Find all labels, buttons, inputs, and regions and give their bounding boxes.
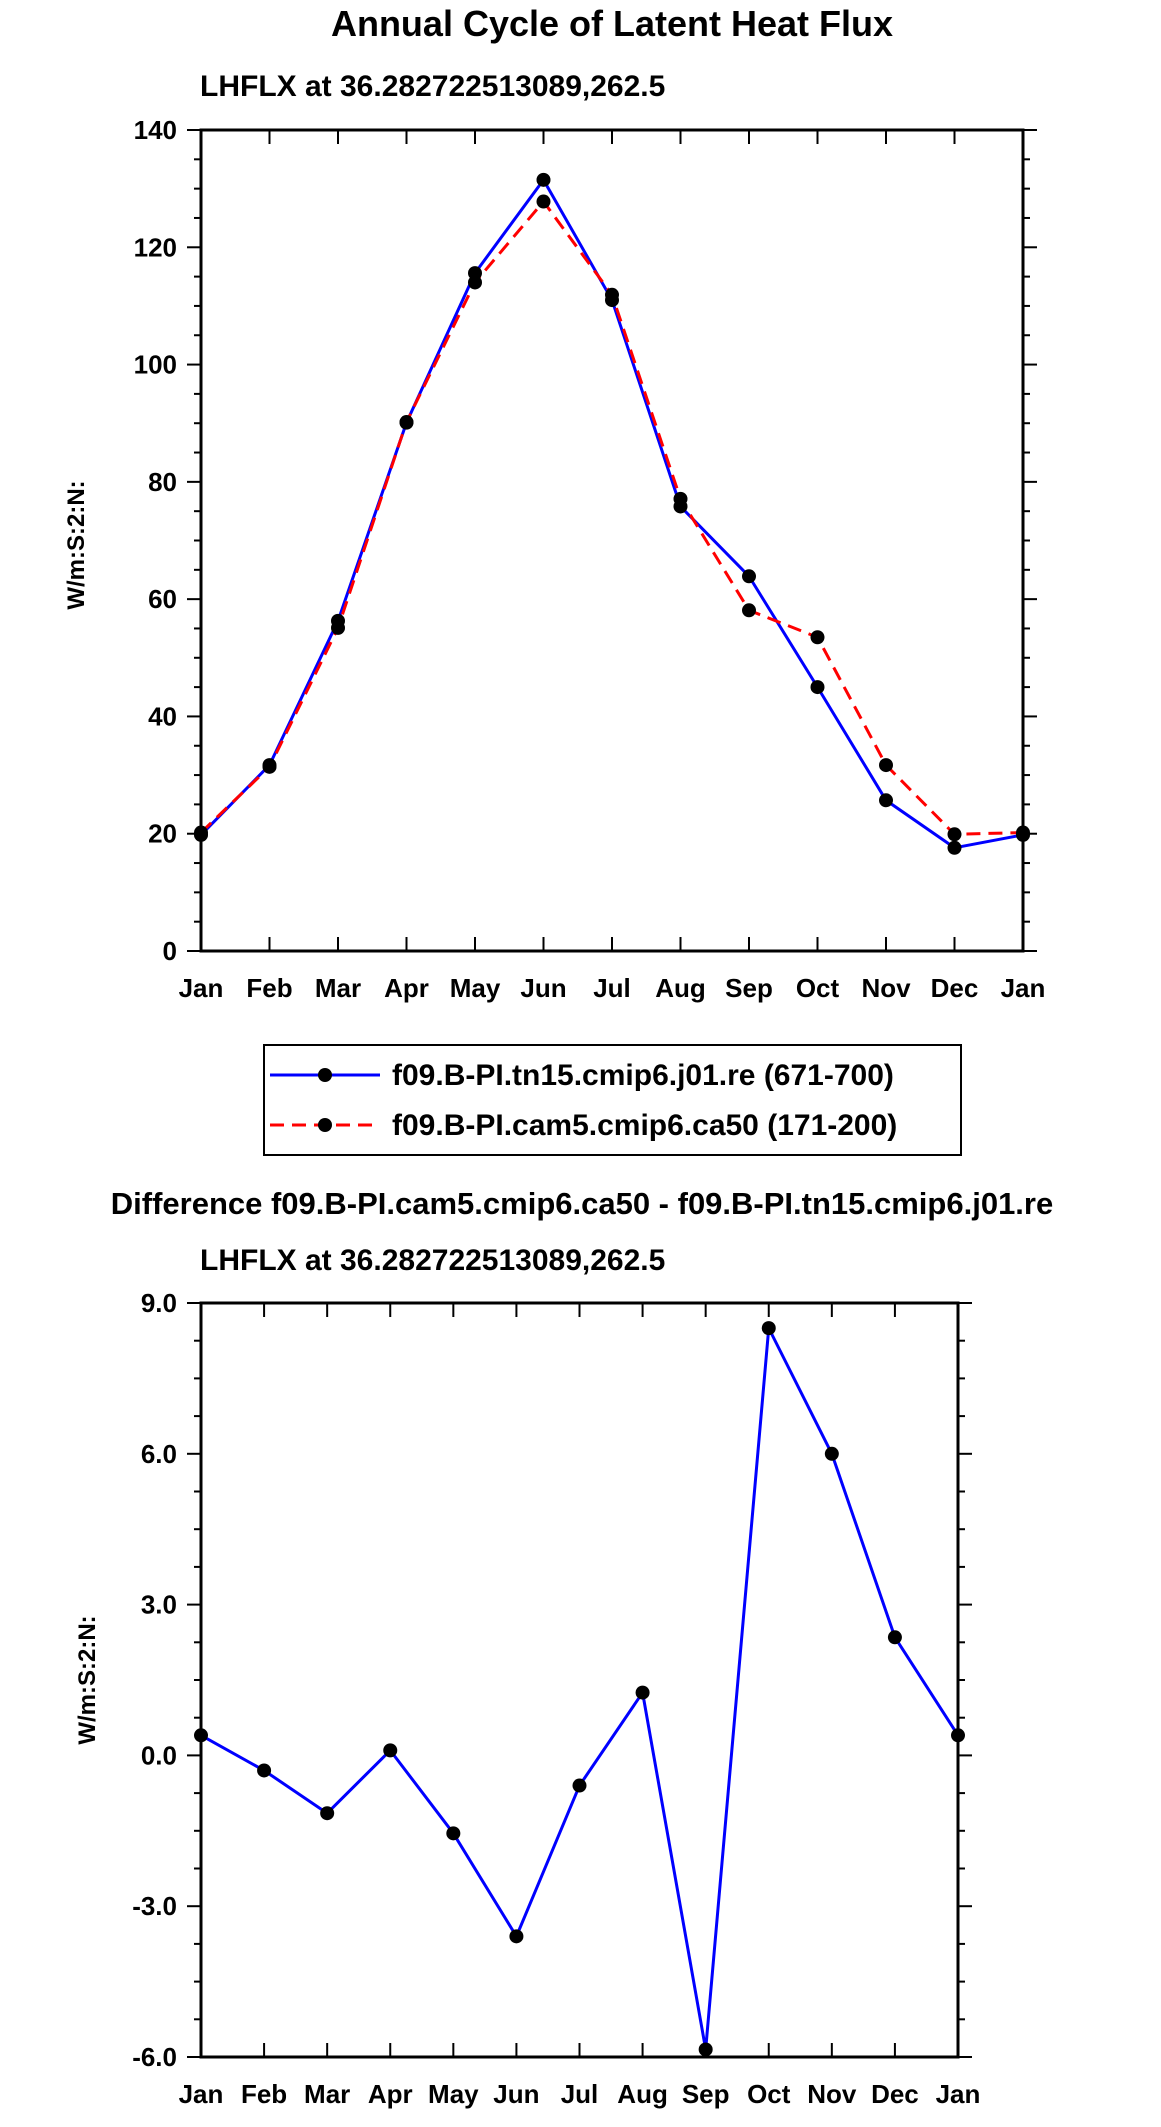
- chart1-series-2-point: [673, 491, 688, 506]
- chart1-series-1-point: [879, 793, 893, 808]
- legend-label-series-1: f09.B-PI.tn15.cmip6.j01.re (671-700): [392, 1059, 894, 1092]
- chart2-xtick-label: Jun: [493, 2079, 539, 2109]
- chart2-series-1-point: [194, 1728, 208, 1743]
- chart1-ytick-label: 140: [134, 115, 177, 145]
- chart1-xtick-label: Jun: [520, 973, 566, 1003]
- chart2-series-1-point: [572, 1778, 587, 1793]
- chart1-xtick-label: Aug: [655, 973, 706, 1003]
- chart2-xtick-label: Oct: [747, 2079, 791, 2109]
- chart1-xtick-label: Nov: [861, 973, 911, 1003]
- chart2-plot-area: Jan Feb Mar Apr May Jun Jul Aug Sep Oct Nov Dec Jan-…: [132, 1288, 980, 2109]
- chart2-ytick-label: 6.0: [141, 1439, 177, 1469]
- chart2-series-1-point: [761, 1321, 776, 1336]
- chart1-ytick-label: 60: [148, 584, 177, 614]
- chart2-frame: [199, 1301, 960, 2059]
- chart2-xtick-label: Jan: [179, 2079, 224, 2109]
- chart1-series-1-line: [199, 178, 1024, 850]
- chart2-xtick-label: Dec: [871, 2079, 919, 2109]
- chart1-series-2-point: [468, 275, 482, 290]
- chart1-ylabel: W/m:S:2:N:: [63, 480, 90, 609]
- chart1-series-2-point: [536, 194, 551, 209]
- chart1-xtick-label: Apr: [384, 973, 429, 1003]
- chart2-series-1-point: [320, 1806, 335, 1821]
- chart2-series-1-point: [698, 2042, 713, 2057]
- chart1-series-2-point: [742, 603, 756, 618]
- chart1-series-1-point: [810, 680, 825, 695]
- chart2-series-1-point: [509, 1929, 524, 1944]
- chart1-series-2-point: [879, 758, 893, 773]
- chart1-ytick-label: 100: [134, 350, 177, 380]
- chart2-series-1-point: [383, 1743, 398, 1758]
- chart2-ytick-label: 3.0: [141, 1590, 177, 1620]
- chart2-ytick-label: 0.0: [141, 1740, 177, 1770]
- chart1-series-2-point: [262, 759, 277, 774]
- chart1-series-2-point: [605, 287, 619, 302]
- chart2-title: Difference f09.B-PI.cam5.cmip6.ca50 - f0…: [111, 1186, 1053, 1221]
- chart2-ytick-label: -6.0: [132, 2042, 177, 2072]
- chart1-series-1-point: [742, 569, 756, 584]
- chart1-series-1-point: [947, 840, 962, 855]
- chart2-xtick-label: Nov: [807, 2079, 857, 2109]
- chart1-ytick-label: 20: [148, 819, 177, 849]
- chart1-ytick-label: 40: [148, 701, 177, 731]
- chart1-series-2-point: [194, 825, 208, 840]
- chart1-series-2-point: [1016, 825, 1030, 840]
- chart2-xtick-label: Mar: [304, 2079, 350, 2109]
- chart2-xtick-label: Jul: [561, 2079, 599, 2109]
- chart2-xtick-label: Sep: [682, 2079, 730, 2109]
- chart2-ytick-label: 9.0: [141, 1288, 177, 1318]
- chart1-series-2-point: [399, 415, 414, 430]
- chart1-frame: [199, 128, 1025, 953]
- chart2-series-1-point: [824, 1446, 839, 1461]
- chart1-title: Annual Cycle of Latent Heat Flux: [331, 3, 893, 44]
- chart1-xtick-label: Oct: [796, 973, 840, 1003]
- chart2-series-1-point: [951, 1728, 965, 1743]
- chart2-xtick-label: Aug: [617, 2079, 668, 2109]
- chart2-series-1-point: [887, 1630, 902, 1645]
- legend-marker-series-2: [318, 1118, 332, 1132]
- legend-label-series-2: f09.B-PI.cam5.cmip6.ca50 (171-200): [392, 1109, 897, 1142]
- chart1-ytick-label: 0: [163, 936, 177, 966]
- chart1-xtick-label: Feb: [246, 973, 292, 1003]
- chart1-plot-area: Jan Feb Mar Apr May Jun Jul Aug Sep Oct Nov Dec Jan0…: [134, 115, 1046, 1003]
- chart2-subtitle: LHFLX at 36.282722513089,262.5: [200, 1244, 665, 1277]
- legend-marker-series-1: [318, 1068, 332, 1082]
- chart1-xtick-label: Sep: [725, 973, 773, 1003]
- chart1-subtitle: LHFLX at 36.282722513089,262.5: [200, 70, 665, 103]
- chart1-ytick-label: 120: [134, 232, 177, 262]
- chart2-xtick-label: May: [428, 2079, 479, 2109]
- chart2-ytick-label: -3.0: [132, 1891, 177, 1921]
- chart1-xtick-label: Mar: [315, 973, 361, 1003]
- chart2-xtick-label: Jan: [936, 2079, 981, 2109]
- chart1-legend: f09.B-PI.tn15.cmip6.j01.re (671-700) f09…: [263, 1044, 962, 1156]
- chart1-series-2-point: [810, 630, 825, 645]
- chart2-xtick-label: Apr: [368, 2079, 413, 2109]
- chart1-xtick-label: Jan: [1001, 973, 1046, 1003]
- chart1-xtick-label: Jul: [593, 973, 631, 1003]
- chart1-xtick-label: May: [450, 973, 501, 1003]
- chart2-series-1-point: [446, 1826, 461, 1841]
- chart1-xtick-label: Dec: [931, 973, 979, 1003]
- chart1-series-1-point: [536, 172, 551, 187]
- chart2-xtick-label: Feb: [241, 2079, 287, 2109]
- chart2-series-1-line: [200, 1326, 960, 2051]
- chart1-series-2-point: [947, 827, 962, 842]
- chart2-ylabel: W/m:S:2:N:: [74, 1615, 101, 1744]
- chart1-xtick-label: Jan: [179, 973, 224, 1003]
- chart1-ytick-label: 80: [148, 467, 177, 497]
- chart2-series-1-point: [257, 1763, 272, 1778]
- chart2-series-1-point: [635, 1685, 650, 1700]
- chart1-series-2-point: [331, 620, 345, 635]
